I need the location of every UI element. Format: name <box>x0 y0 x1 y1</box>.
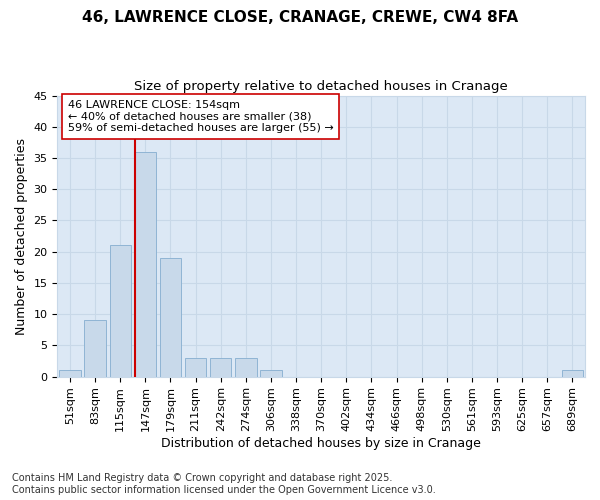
X-axis label: Distribution of detached houses by size in Cranage: Distribution of detached houses by size … <box>161 437 481 450</box>
Bar <box>85 320 106 376</box>
Bar <box>185 358 206 376</box>
Bar <box>210 358 232 376</box>
Bar <box>235 358 257 376</box>
Text: Contains HM Land Registry data © Crown copyright and database right 2025.
Contai: Contains HM Land Registry data © Crown c… <box>12 474 436 495</box>
Y-axis label: Number of detached properties: Number of detached properties <box>15 138 28 334</box>
Title: Size of property relative to detached houses in Cranage: Size of property relative to detached ho… <box>134 80 508 93</box>
Bar <box>260 370 281 376</box>
Bar <box>110 246 131 376</box>
Bar <box>160 258 181 376</box>
Bar <box>59 370 80 376</box>
Bar <box>562 370 583 376</box>
Bar <box>134 152 156 376</box>
Text: 46, LAWRENCE CLOSE, CRANAGE, CREWE, CW4 8FA: 46, LAWRENCE CLOSE, CRANAGE, CREWE, CW4 … <box>82 10 518 25</box>
Text: 46 LAWRENCE CLOSE: 154sqm
← 40% of detached houses are smaller (38)
59% of semi-: 46 LAWRENCE CLOSE: 154sqm ← 40% of detac… <box>68 100 334 133</box>
